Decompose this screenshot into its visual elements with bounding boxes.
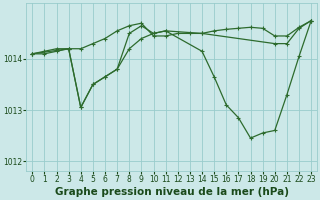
X-axis label: Graphe pression niveau de la mer (hPa): Graphe pression niveau de la mer (hPa) bbox=[55, 187, 289, 197]
